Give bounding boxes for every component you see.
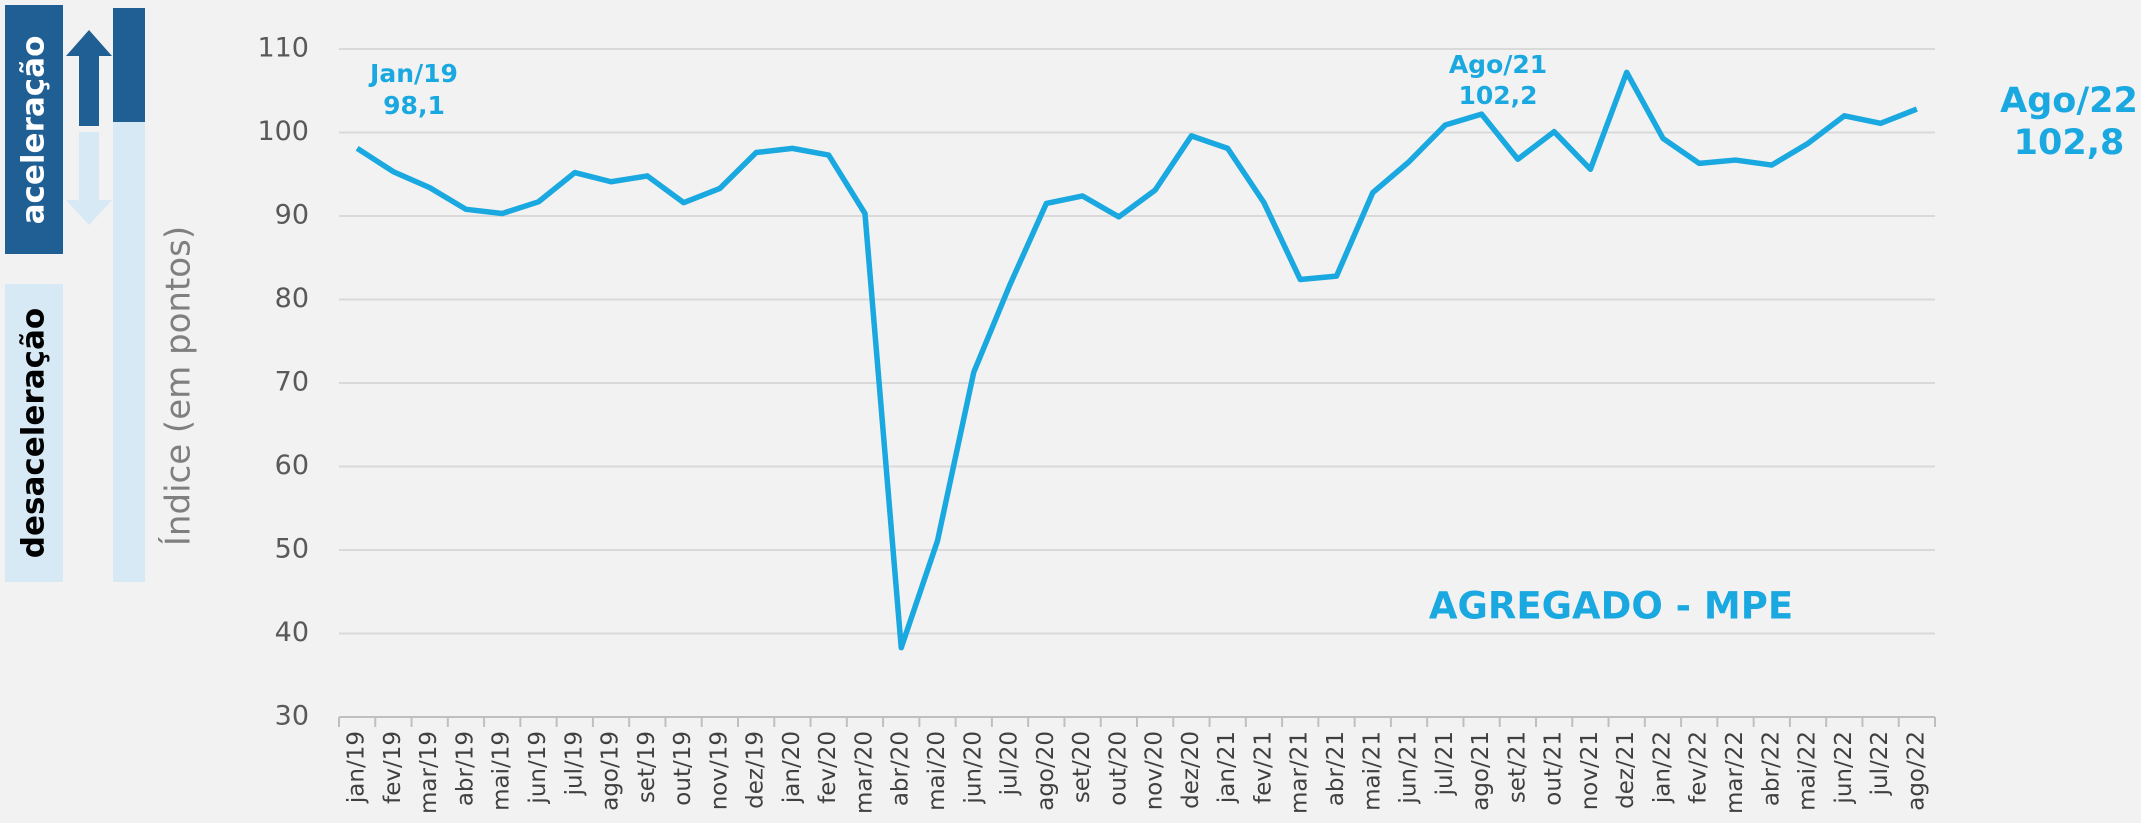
x-tick-label: jun/21 [1396,731,1422,805]
x-tick-label: abr/19 [452,731,478,806]
x-tick-label: dez/19 [743,731,769,809]
y-tick-label: 90 [275,200,309,231]
x-tick-label: mai/22 [1795,731,1821,811]
x-tick-label: dez/20 [1178,731,1204,809]
x-tick-label: fev/22 [1686,731,1712,804]
x-tick-label: fev/21 [1250,731,1276,804]
scale-bar-bottom [113,122,145,582]
annotation-date: Ago/21 [1449,50,1547,79]
acceleration-panel [5,5,63,254]
chart-title: AGREGADO - MPE [1429,585,1793,628]
annotation-value: 102,8 [2014,123,2125,163]
deceleration-panel [5,284,63,582]
x-tick-label: mai/19 [489,731,515,811]
y-tick-label: 110 [257,33,309,64]
annotation-value: 102,2 [1458,81,1537,110]
x-tick-label: fev/19 [380,731,406,804]
x-tick-label: out/20 [1105,731,1131,806]
x-tick-label: abr/20 [888,731,914,806]
x-tick-label: ago/20 [1033,731,1059,811]
y-tick-label: 40 [275,617,309,648]
x-tick-label: ago/22 [1903,731,1929,811]
y-tick-label: 60 [275,450,309,481]
x-tick-label: mar/21 [1287,731,1313,814]
annotation-date: Jan/19 [368,59,458,88]
annotation-date: Ago/22 [2000,81,2138,121]
acceleration-label: aceleração [16,36,52,225]
scale-bar-top [113,8,145,122]
x-tick-label: set/21 [1504,731,1530,803]
y-tick-label: 100 [257,116,309,147]
annotation-value: 98,1 [383,91,445,120]
x-tick-label: out/19 [670,731,696,806]
x-tick-label: set/19 [634,731,660,803]
down-arrow [66,132,112,225]
x-tick-label: set/20 [1069,731,1095,803]
x-tick-label: ago/19 [598,731,624,811]
x-tick-label: nov/21 [1577,731,1603,810]
x-tick-label: jan/20 [779,731,805,804]
x-tick-label: jan/19 [344,731,370,804]
x-tick-label: abr/21 [1323,731,1349,806]
x-tick-label: jan/21 [1214,731,1240,804]
y-tick-label: 70 [275,367,309,398]
deceleration-label: desaceleração [16,308,52,558]
data-line [355,69,1918,651]
up-arrow [66,30,112,126]
x-tick-label: dez/21 [1613,731,1639,809]
y-axis-label: Índice (em pontos) [158,226,199,546]
x-tick-label: mar/22 [1722,731,1748,814]
x-tick-label: jul/21 [1432,731,1458,796]
x-tick-label: jul/22 [1867,731,1893,796]
x-tick-label: jul/20 [997,731,1023,796]
x-tick-label: mai/21 [1359,731,1385,811]
x-tick-label: jan/22 [1649,731,1675,804]
x-tick-label: mai/20 [924,731,950,811]
x-tick-label: out/21 [1541,731,1567,806]
x-tick-label: jun/22 [1831,731,1857,805]
x-tick-label: nov/20 [1142,731,1168,810]
x-tick-label: jul/19 [561,731,587,796]
x-tick-label: mar/20 [851,731,877,814]
x-tick-label: jun/20 [960,731,986,805]
y-tick-label: 50 [275,534,309,565]
x-tick-label: nov/19 [706,731,732,810]
y-tick-label: 30 [275,701,309,732]
x-tick-label: mar/19 [416,731,442,814]
x-tick-label: jun/19 [525,731,551,805]
x-tick-label: fev/20 [815,731,841,804]
y-tick-label: 80 [275,283,309,314]
x-tick-label: ago/21 [1468,731,1494,811]
x-tick-label: abr/22 [1758,731,1784,806]
